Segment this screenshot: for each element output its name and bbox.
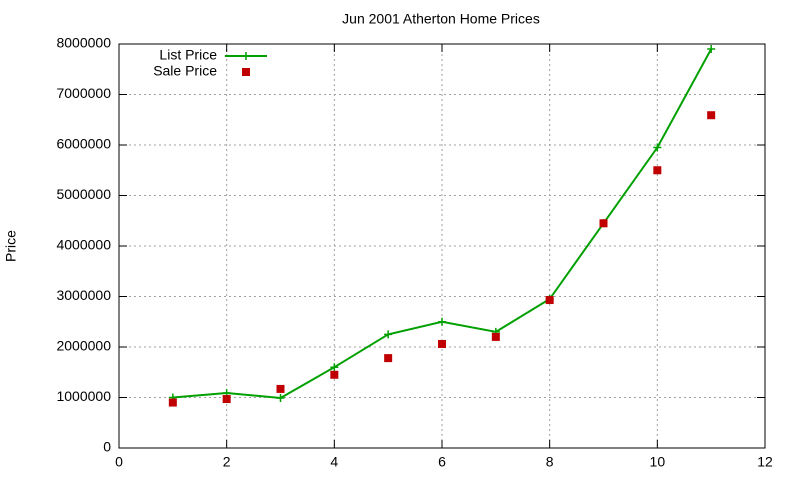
square-marker — [491, 332, 500, 341]
y-tick-label: 2000000 — [56, 338, 111, 354]
plus-marker — [330, 363, 339, 372]
x-tick-label: 0 — [115, 454, 123, 470]
plus-marker — [276, 394, 285, 403]
y-tick-label: 6000000 — [56, 136, 111, 152]
plus-marker — [707, 45, 716, 54]
y-tick-label: 8000000 — [56, 35, 111, 51]
square-marker — [438, 339, 446, 348]
y-tick-label: 1000000 — [56, 388, 111, 404]
chart-title: Jun 2001 Atherton Home Prices — [342, 11, 540, 27]
square-marker — [545, 296, 554, 305]
square-marker — [330, 370, 339, 379]
square-marker — [707, 111, 716, 120]
y-tick-label: 7000000 — [56, 85, 111, 101]
square-marker — [599, 219, 608, 228]
square-marker — [384, 354, 393, 363]
x-tick-label: 4 — [330, 454, 338, 470]
x-tick-label: 8 — [546, 454, 554, 470]
y-tick-label: 4000000 — [56, 237, 111, 253]
plus-marker — [242, 52, 250, 60]
legend-label: Sale Price — [153, 63, 217, 79]
square-marker — [168, 398, 177, 407]
plus-marker — [384, 330, 393, 339]
plot-frame — [118, 43, 766, 449]
y-tick-label: 3000000 — [56, 287, 111, 303]
x-tick-label: 6 — [438, 454, 446, 470]
square-marker — [242, 68, 250, 76]
square-marker — [222, 395, 231, 404]
y-tick-label: 5000000 — [56, 186, 111, 202]
x-tick-label: 2 — [223, 454, 231, 470]
legend-label: List Price — [159, 47, 217, 63]
plus-marker — [438, 317, 446, 326]
square-marker — [276, 384, 285, 393]
square-marker — [653, 166, 662, 175]
x-tick-label: 12 — [757, 454, 773, 470]
plus-marker — [653, 143, 662, 152]
y-axis-label: Price — [3, 230, 19, 262]
x-tick-label: 10 — [650, 454, 666, 470]
y-tick-label: 0 — [103, 439, 111, 455]
